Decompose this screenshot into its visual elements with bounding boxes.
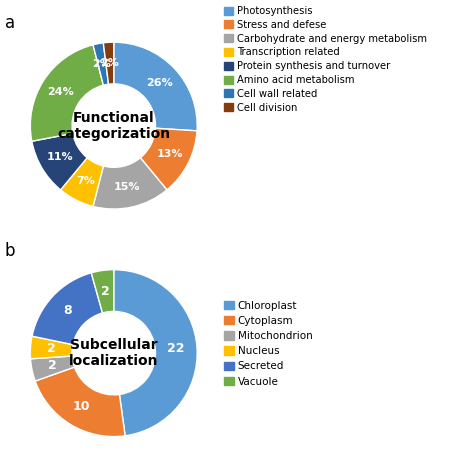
Wedge shape: [32, 273, 102, 345]
Text: 26%: 26%: [146, 78, 173, 88]
Wedge shape: [30, 45, 103, 141]
Wedge shape: [30, 356, 74, 381]
Wedge shape: [91, 270, 114, 313]
Text: 11%: 11%: [46, 153, 73, 163]
Text: 2: 2: [48, 359, 57, 373]
Text: 22: 22: [167, 342, 185, 356]
Text: a: a: [5, 14, 15, 32]
Text: 13%: 13%: [156, 149, 183, 159]
Text: 24%: 24%: [47, 87, 74, 97]
Text: 7%: 7%: [76, 176, 95, 186]
Text: 2%: 2%: [100, 58, 119, 68]
Wedge shape: [30, 336, 73, 359]
Text: 2%: 2%: [92, 59, 111, 69]
Text: 8: 8: [64, 304, 73, 317]
Text: 2: 2: [101, 285, 109, 298]
Wedge shape: [32, 133, 87, 190]
Legend: Chloroplast, Cytoplasm, Mitochondrion, Nucleus, Secreted, Vacuole: Chloroplast, Cytoplasm, Mitochondrion, N…: [223, 300, 314, 388]
Wedge shape: [93, 158, 167, 209]
Wedge shape: [114, 270, 197, 436]
Text: 15%: 15%: [114, 182, 141, 191]
Wedge shape: [93, 43, 109, 85]
Text: Subcellular
localization: Subcellular localization: [69, 338, 158, 368]
Text: 10: 10: [73, 400, 90, 413]
Legend: Photosynthesis, Stress and defese, Carbohydrate and energy metabolism, Transcrip: Photosynthesis, Stress and defese, Carbo…: [223, 5, 428, 114]
Text: b: b: [5, 242, 15, 260]
Wedge shape: [140, 128, 197, 190]
Wedge shape: [103, 42, 114, 84]
Text: 2: 2: [47, 342, 56, 356]
Wedge shape: [35, 367, 125, 437]
Wedge shape: [114, 42, 197, 131]
Wedge shape: [61, 158, 103, 206]
Text: Functional
categorization: Functional categorization: [57, 110, 170, 141]
